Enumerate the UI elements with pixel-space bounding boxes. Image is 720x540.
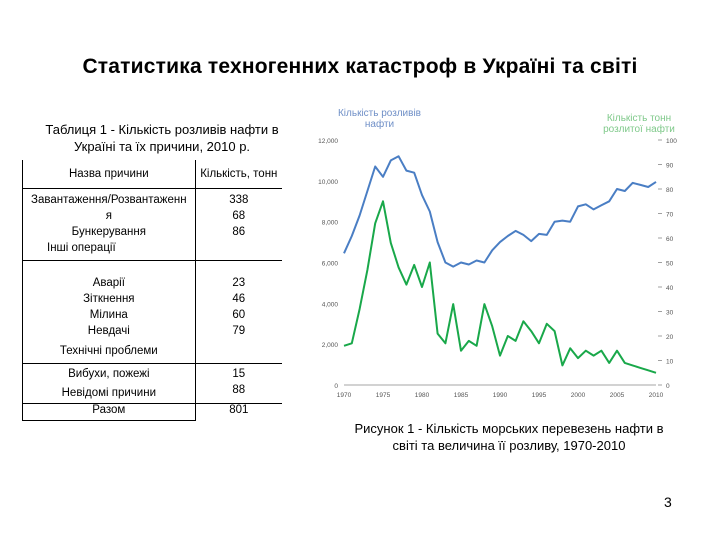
- total-value: 801: [229, 404, 249, 416]
- x-tick-label: 2010: [649, 392, 664, 399]
- cause-value: 86: [232, 226, 246, 238]
- cause-name: Мілина: [89, 309, 128, 321]
- x-tick-label: 1985: [454, 392, 469, 399]
- slide-title: Статистика техногенних катастроф в Украї…: [82, 55, 638, 78]
- x-tick-label: 1995: [532, 392, 547, 399]
- legend-spills-count: Кількість розливів нафти: [337, 108, 421, 130]
- x-tick-label: 1980: [415, 392, 430, 399]
- y-left-tick-label: 10,000: [318, 179, 338, 186]
- cause-name: Невдачі: [87, 325, 130, 337]
- page-number: 3: [664, 494, 672, 510]
- y-left-tick-label: 12,000: [318, 138, 338, 145]
- table-caption: Таблиця 1 - Кількість розливів нафти в У…: [22, 121, 302, 155]
- y-right-tick-label: 30: [666, 310, 674, 317]
- x-tick-label: 1990: [493, 392, 508, 399]
- y-right-tick-label: 50: [666, 261, 674, 268]
- y-right-tick-label: 90: [666, 163, 674, 170]
- table-row-total: Разом 801: [22, 403, 283, 421]
- series-line-tonnes-spilled: [343, 200, 657, 374]
- y-left-tick-label: 6,000: [322, 261, 339, 268]
- legend-tonnes-spilled: Кількість тонн розлитої нафти: [603, 113, 675, 135]
- table-row-operations: Завантаження/Розвантаженн я Бункерування…: [22, 188, 282, 261]
- x-tick-label: 2005: [610, 392, 625, 399]
- figure-caption-line1: Рисунок 1 - Кількість морських перевезен…: [354, 421, 664, 436]
- cause-name: Завантаження/Розвантаженн: [31, 194, 187, 206]
- x-tick-label: 1970: [337, 392, 352, 399]
- cause-value: 46: [232, 293, 246, 305]
- y-right-tick-label: 60: [666, 236, 674, 243]
- cause-name: Зіткнення: [83, 293, 135, 305]
- cause-name: я: [105, 210, 112, 222]
- y-left-tick-label: 0: [334, 383, 338, 390]
- cause-value: 15: [232, 368, 246, 380]
- total-label: Разом: [22, 403, 196, 421]
- y-right-tick-label: 40: [666, 285, 674, 292]
- y-right-tick-label: 70: [666, 212, 674, 219]
- table-row-other: Вибухи, пожежі Невідомі причини 15 88: [22, 363, 282, 404]
- figure-caption-line2: світі та величина її розливу, 1970-2010: [392, 438, 626, 453]
- table-header-row: Назва причини Кількість, тонн: [22, 160, 282, 189]
- x-tick-label: 1975: [376, 392, 391, 399]
- y-right-tick-label: 80: [666, 187, 674, 194]
- y-left-tick-label: 8,000: [322, 220, 339, 227]
- cause-name: Вибухи, пожежі: [68, 368, 150, 380]
- series-line-spills-count: [343, 155, 657, 268]
- figure-caption: Рисунок 1 - Кількість морських перевезен…: [318, 420, 700, 454]
- cause-value: 68: [232, 210, 246, 222]
- y-right-tick-label: 0: [666, 383, 670, 390]
- header-amount: Кількість, тонн: [195, 160, 282, 189]
- table-caption-line1: Таблиця 1 - Кількість розливів нафти в: [45, 122, 279, 137]
- y-left-tick-label: 4,000: [322, 301, 339, 308]
- spills-table: Назва причини Кількість, тонн Завантажен…: [22, 160, 282, 421]
- cause-name: Технічні проблеми: [59, 345, 158, 357]
- cause-value: 60: [232, 309, 246, 321]
- y-right-tick-label: 20: [666, 334, 674, 341]
- y-right-tick-label: 10: [666, 359, 674, 366]
- cause-name: Інші операції: [47, 242, 116, 254]
- cause-name: Бункерування: [71, 226, 146, 238]
- cause-value: 79: [232, 325, 246, 337]
- cause-name: Невідомі причини: [61, 387, 156, 399]
- table-row-accidents: Аварії Зіткнення Мілина Невдачі Технічні…: [22, 260, 282, 364]
- chart-area: 0 2,000 4,000 6,000 8,000 10,000 12,000 0 10 20 30…: [304, 105, 688, 410]
- y-left-tick-label: 2,000: [322, 342, 339, 349]
- cause-value: 23: [232, 277, 246, 289]
- cause-value: 338: [229, 194, 249, 206]
- table-caption-line2: Україні та їх причини, 2010 р.: [73, 139, 251, 154]
- cause-value: 88: [232, 384, 246, 396]
- x-tick-label: 2000: [571, 392, 586, 399]
- oil-spill-chart: 0 2,000 4,000 6,000 8,000 10,000 12,000 0 10 20 30…: [318, 138, 677, 399]
- y-right-tick-label: 100: [666, 138, 677, 145]
- header-cause: Назва причини: [22, 160, 196, 189]
- cause-name: Аварії: [92, 277, 125, 289]
